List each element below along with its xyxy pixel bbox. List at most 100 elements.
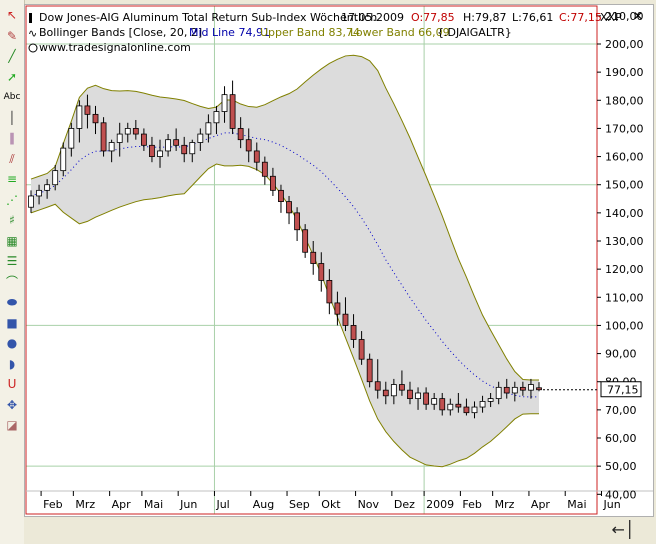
symbol-label: {.DJAIGALTR} (437, 26, 512, 39)
candle-body (511, 386, 518, 394)
lower-band-line (30, 163, 540, 468)
candle-body (60, 147, 67, 172)
candle-body (463, 406, 470, 414)
candle-body (519, 386, 526, 391)
candle-body (302, 229, 309, 253)
trend-channel-icon[interactable]: ⫽ (9, 151, 15, 166)
bollinger-legend-icon: ∿ (28, 27, 37, 40)
candle-body (528, 384, 534, 391)
lower-band-label: Lower Band 66,09 (350, 26, 450, 39)
x-tick-label: Apr (531, 498, 551, 511)
arc-icon[interactable]: ⌒ (5, 274, 18, 289)
fibonacci-icon[interactable]: ≡ (6, 172, 18, 186)
y-tick-label: 160,00 (605, 151, 644, 164)
x-tick-label: Mai (144, 498, 163, 511)
x-tick-label: Nov (358, 498, 380, 511)
candle-body (495, 386, 502, 400)
parallel-lines-icon[interactable]: ∥ (9, 131, 15, 145)
candle-body (124, 128, 131, 135)
candle-body (479, 401, 486, 408)
y-tick-label: 130,00 (605, 235, 644, 248)
candle-body (189, 142, 196, 155)
candle-body (197, 133, 204, 143)
candle-body (439, 398, 446, 411)
y-tick-label: 200,00 (605, 38, 644, 51)
x-tick-label: Jul (215, 498, 229, 511)
half-circle-icon[interactable]: ◗ (8, 356, 16, 371)
candle-body (390, 384, 397, 397)
candle-body (205, 122, 212, 135)
copyright-icon (28, 43, 38, 53)
indicator-label: Bollinger Bands [Close, 20, 2] (39, 26, 203, 39)
candle-body (132, 128, 139, 135)
chart-date: 17.05.2009 (341, 11, 404, 24)
bollinger-band-fill (31, 55, 539, 467)
candle-body (431, 398, 438, 405)
candle-body (503, 386, 510, 394)
scroll-to-end-icon[interactable]: ←│ (611, 519, 635, 539)
drawing-toolbar: ↖ ✎ ╱ ➚ Abc │ ∥ ⫽ ≡ ⋰ ♯ ▦ ☰ ⌒ ⬬ ■ ● ◗ U ✥ ◪ (0, 0, 25, 544)
pencil-icon[interactable]: ✎ (6, 28, 18, 43)
crosshair-icon[interactable]: ✥ (6, 397, 18, 412)
mid-line (30, 132, 540, 398)
y-tick-label: 210,00 (605, 10, 644, 23)
x-tick-label: Jun (603, 498, 621, 511)
x-tick-label: 2009 (426, 498, 454, 511)
candle-body (382, 389, 389, 397)
candle-body (253, 150, 260, 163)
x-tick-label: Feb (462, 498, 481, 511)
y-tick-label: 90,00 (605, 348, 637, 361)
eraser-icon[interactable]: ◪ (6, 418, 18, 432)
candle-body (326, 280, 333, 304)
candle-body (28, 195, 34, 208)
candle-body (310, 251, 317, 264)
candle-body (294, 212, 300, 231)
candle-body (68, 128, 75, 149)
candle-body (157, 150, 163, 157)
close-icon[interactable]: ✕ (633, 9, 643, 23)
chart-title: Dow Jones-AIG Aluminum Total Return Sub-… (39, 11, 378, 24)
candle-body (447, 403, 454, 411)
regression-icon[interactable]: ☰ (6, 254, 18, 268)
magnet-icon[interactable]: U (7, 377, 17, 391)
last-price-box (600, 381, 642, 398)
x-tick-label: Aug (253, 498, 274, 511)
line-icon[interactable]: ╱ (8, 49, 16, 63)
rectangle-icon[interactable]: ■ (6, 315, 18, 330)
upper-band-line (30, 54, 540, 381)
candle-body (165, 139, 171, 152)
fan-icon[interactable]: ⋰ (6, 192, 18, 207)
candle-body (92, 113, 99, 124)
candle-body (350, 325, 357, 340)
candle-body (407, 389, 413, 400)
gann-icon[interactable]: ♯ (9, 213, 15, 227)
text-icon[interactable]: Abc (3, 92, 21, 102)
candle-body (358, 339, 365, 360)
y-tick-label: 180,00 (605, 94, 644, 107)
candle-body (84, 105, 91, 115)
candle-body (342, 313, 349, 326)
circle-icon[interactable]: ● (6, 336, 18, 350)
arrow-icon[interactable]: ➚ (6, 69, 18, 84)
candle-body (374, 381, 381, 391)
x-tick-label: Jun (179, 498, 197, 511)
ohlc-open: O:77,85 (411, 11, 455, 24)
candle-body (334, 302, 341, 315)
candle-legend-icon (29, 13, 32, 23)
ellipse-icon[interactable]: ⬬ (6, 295, 18, 309)
upper-band-label: Upper Band 83,74 (260, 26, 361, 39)
x-tick-label: Mai (567, 498, 586, 511)
bottom-bar: ←│ (24, 517, 654, 544)
chart-canvas[interactable]: 40,0050,0060,0070,0080,0090,00100,00110,… (25, 5, 653, 516)
candle-body (229, 94, 236, 129)
candle-body (221, 94, 228, 112)
cursor-icon[interactable]: ↖ (6, 8, 18, 22)
ohlc-close: C:77,15 (559, 11, 602, 24)
candle-body (415, 392, 421, 400)
grid-tool-icon[interactable]: ▦ (6, 233, 18, 248)
y-tick-label: 60,00 (605, 432, 637, 445)
y-tick-label: 70,00 (605, 404, 637, 417)
y-tick-label: 40,00 (605, 488, 637, 501)
vertical-line-icon[interactable]: │ (8, 110, 16, 125)
chart-panel[interactable]: 40,0050,0060,0070,0080,0090,00100,00110,… (24, 4, 654, 517)
